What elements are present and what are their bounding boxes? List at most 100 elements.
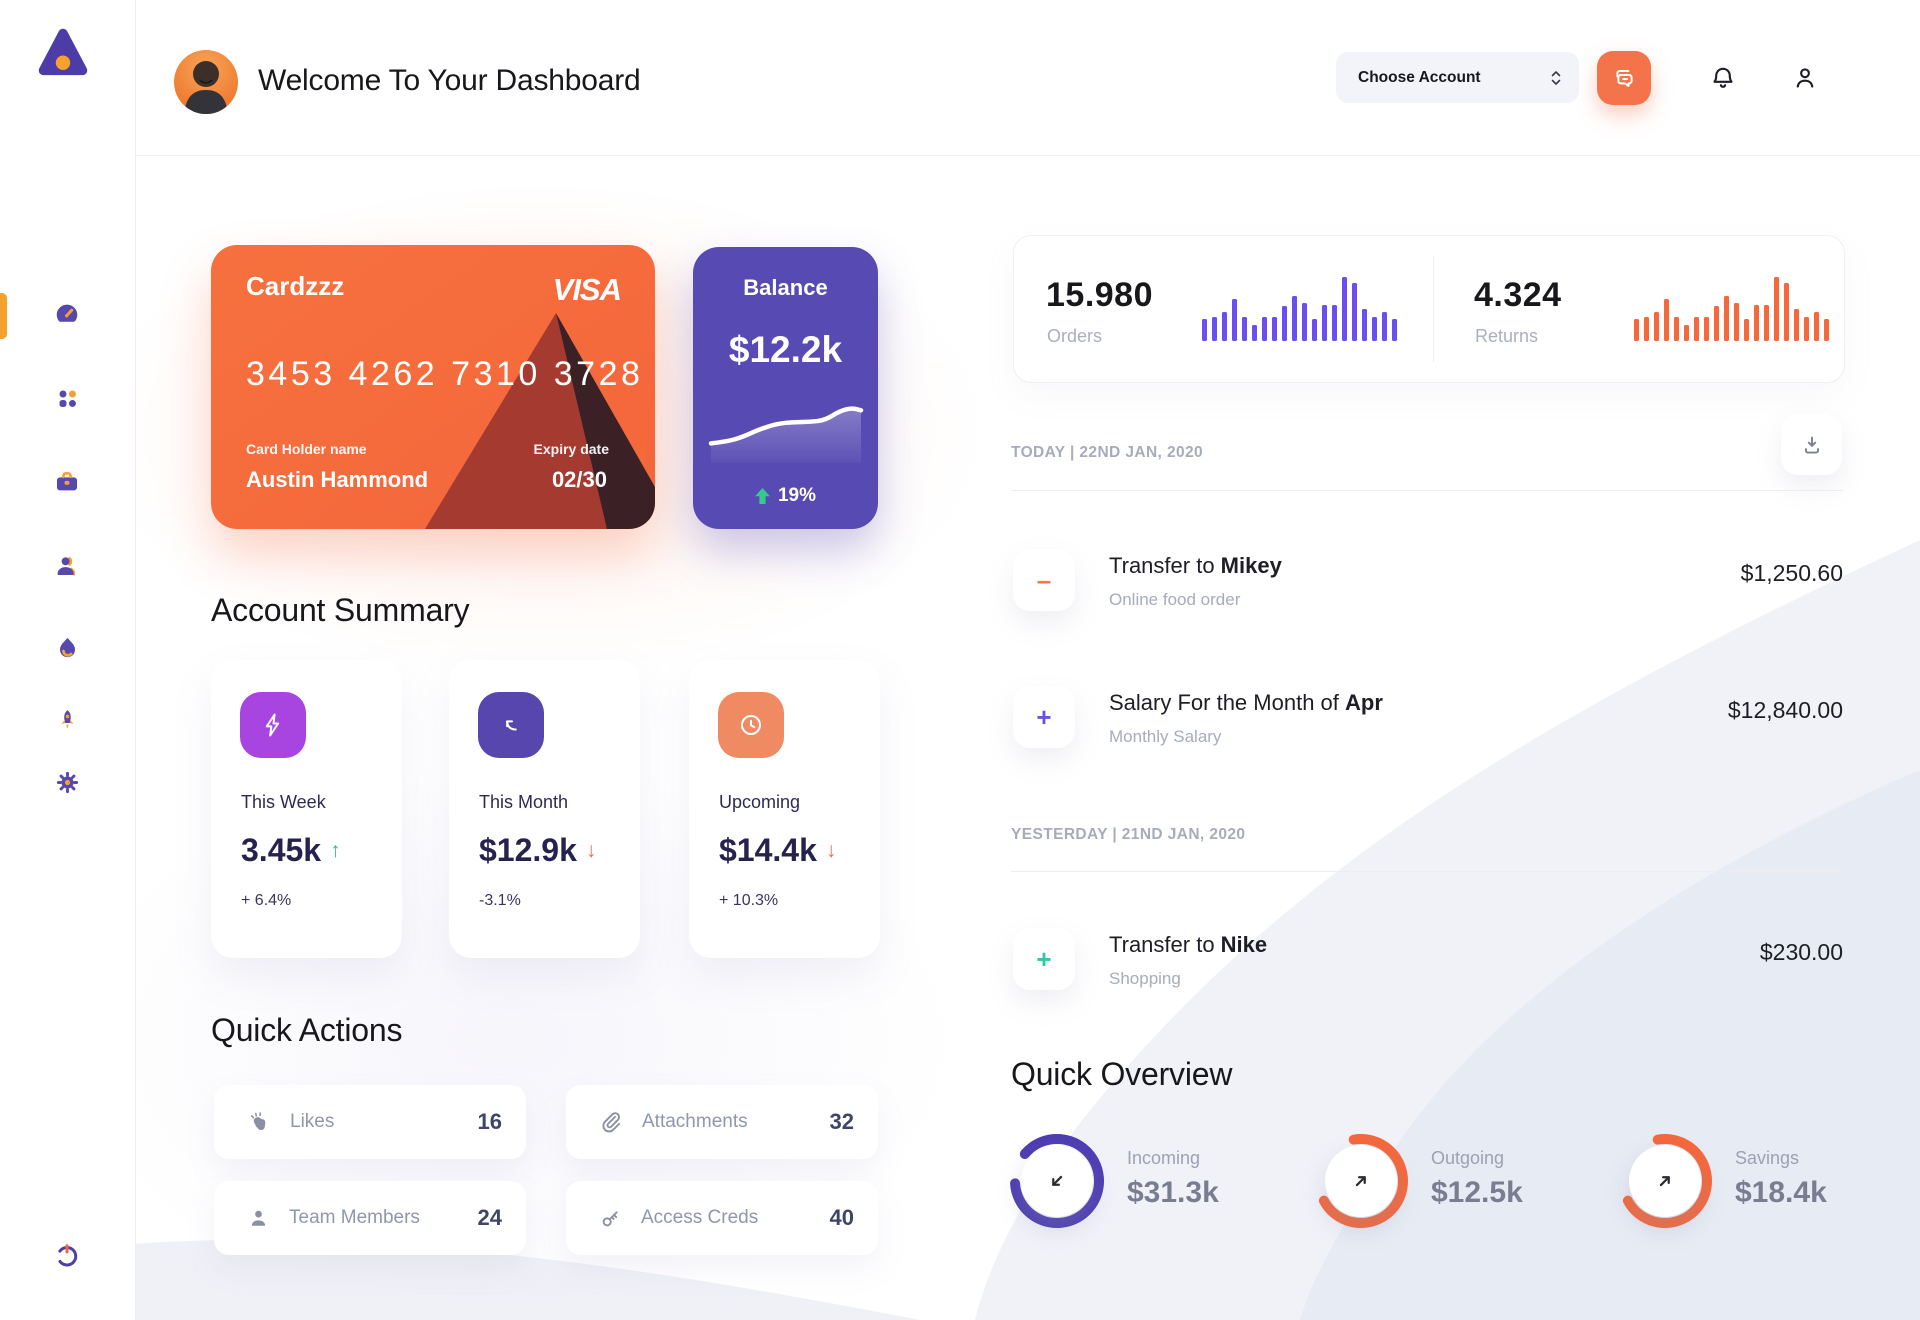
divider xyxy=(1011,871,1843,872)
download-icon xyxy=(1804,436,1819,454)
sidebar-item-dashboard[interactable] xyxy=(47,294,87,334)
dots-grid-icon xyxy=(59,390,76,407)
returns-label: Returns xyxy=(1475,326,1539,346)
paperclip-icon xyxy=(602,1112,621,1133)
quick-action-label: Likes xyxy=(290,1111,335,1132)
quick-action-team-members[interactable]: Team Members 24 xyxy=(214,1181,526,1255)
briefcase-icon xyxy=(56,472,78,491)
quick-action-access-creds[interactable]: Access Creds 40 xyxy=(566,1181,878,1255)
card-expiry-label: Expiry date xyxy=(533,441,609,457)
balance-sparkline xyxy=(708,406,864,463)
card-number: 3453 4262 7310 3728 xyxy=(246,355,644,393)
card-expiry-value: 02/30 xyxy=(551,467,607,492)
account-select-label: Choose Account xyxy=(1358,68,1481,86)
quick-action-likes[interactable]: Likes 16 xyxy=(214,1085,526,1159)
quick-action-label: Team Members xyxy=(289,1207,420,1228)
transaction-amount: $230.00 xyxy=(1759,939,1843,965)
savings-ring xyxy=(1617,1133,1713,1229)
chat-bubbles-icon xyxy=(1616,70,1633,87)
yesterday-header: YESTERDAY | 21ND JAN, 2020 xyxy=(1011,826,1246,843)
quick-action-label: Access Creds xyxy=(641,1207,759,1228)
account-summary-title: Account Summary xyxy=(211,592,470,628)
transaction-subtitle: Monthly Salary xyxy=(1109,727,1222,746)
up-right-icon xyxy=(1355,1176,1366,1187)
divider xyxy=(1433,256,1434,362)
chat-button[interactable] xyxy=(1597,51,1651,105)
member-icon xyxy=(251,1210,266,1226)
download-button[interactable] xyxy=(1781,414,1842,475)
summary-label: This Week xyxy=(241,792,326,812)
rocket-icon xyxy=(60,709,74,729)
balance-amount: $12.2k xyxy=(728,329,843,370)
brand-logo xyxy=(30,22,96,88)
sidebar-item-boost[interactable] xyxy=(47,700,87,740)
returns-bar-chart xyxy=(1634,275,1830,341)
transaction-title: Salary For the Month of Apr xyxy=(1109,690,1383,715)
lightning-icon xyxy=(240,692,306,758)
profile-button[interactable] xyxy=(1789,62,1821,94)
outgoing-ring xyxy=(1313,1133,1409,1229)
trend-arrow: ↓ xyxy=(825,838,837,862)
down-left-icon xyxy=(1052,1175,1063,1186)
orders-returns-card: 15.980 Orders 4.324 Returns xyxy=(1013,235,1845,383)
card-decor-triangles xyxy=(425,313,655,529)
summary-card-this-month: This Month $12.9k ↓ -3.1% xyxy=(449,660,640,958)
summary-delta: + 10.3% xyxy=(719,892,779,909)
overview-label: Outgoing xyxy=(1431,1148,1505,1168)
sidebar-item-people[interactable] xyxy=(47,546,87,586)
transaction-row-mikey[interactable]: – Transfer to Mikey Online food order $1… xyxy=(1011,549,1843,615)
overview-value: $31.3k xyxy=(1127,1176,1219,1209)
plus-icon: + xyxy=(1013,928,1075,990)
balance-card: Balance $12.2k 19% xyxy=(693,247,878,529)
quick-action-label: Attachments xyxy=(642,1111,748,1132)
quick-actions-title: Quick Actions xyxy=(211,1012,403,1048)
transaction-amount: $12,840.00 xyxy=(1727,697,1843,723)
notifications-button[interactable] xyxy=(1707,62,1739,94)
minus-icon: – xyxy=(1013,549,1075,611)
trend-arrow: ↓ xyxy=(585,838,597,862)
quick-action-count: 16 xyxy=(477,1109,502,1134)
overview-value: $12.5k xyxy=(1431,1176,1523,1209)
summary-card-this-week: This Week 3.45k ↑ + 6.4% xyxy=(211,660,402,958)
orders-bar-chart xyxy=(1202,275,1398,341)
sidebar-item-activity[interactable] xyxy=(47,628,87,668)
overview-label: Incoming xyxy=(1127,1148,1201,1168)
flame-icon xyxy=(59,637,75,657)
chevron-up-down-icon xyxy=(1551,70,1561,85)
transaction-row-nike[interactable]: + Transfer to Nike Shopping $230.00 xyxy=(1011,928,1843,994)
overview-value: $18.4k xyxy=(1735,1176,1827,1209)
avatar-photo xyxy=(184,61,228,114)
card-holder-label: Card Holder name xyxy=(246,441,367,457)
transaction-title: Transfer to Mikey xyxy=(1109,553,1282,578)
sidebar-item-apps[interactable] xyxy=(47,378,87,418)
gear-icon xyxy=(56,771,78,793)
balance-change-value: 19% xyxy=(777,485,817,506)
key-icon xyxy=(602,1210,618,1226)
returns-value: 4.324 xyxy=(1474,276,1562,314)
summary-value: $14.4k ↓ xyxy=(719,832,837,868)
quick-action-count: 32 xyxy=(829,1109,854,1134)
person-icon xyxy=(57,557,76,576)
transaction-subtitle: Shopping xyxy=(1109,969,1181,988)
avatar[interactable] xyxy=(174,50,238,114)
sidebar-item-work[interactable] xyxy=(47,462,87,502)
summary-label: Upcoming xyxy=(719,792,801,812)
clock-icon xyxy=(718,692,784,758)
transaction-row-salary[interactable]: + Salary For the Month of Apr Monthly Sa… xyxy=(1011,686,1843,752)
transaction-title: Transfer to Nike xyxy=(1109,932,1268,957)
overview-label: Savings xyxy=(1735,1148,1800,1168)
orders-value: 15.980 xyxy=(1046,276,1153,314)
arrow-up-icon xyxy=(755,488,770,504)
speedometer-icon xyxy=(56,304,78,322)
sidebar xyxy=(0,0,136,1320)
summary-label: This Month xyxy=(479,792,569,812)
quick-action-attachments[interactable]: Attachments 32 xyxy=(566,1085,878,1159)
account-select[interactable]: Choose Account xyxy=(1336,52,1579,103)
summary-value: 3.45k ↑ xyxy=(241,832,341,868)
visa-logo: VISA xyxy=(552,272,622,307)
plus-icon: + xyxy=(1013,686,1075,748)
sidebar-item-settings[interactable] xyxy=(47,762,87,802)
user-icon xyxy=(1796,68,1814,88)
logout-button[interactable] xyxy=(48,1236,86,1274)
